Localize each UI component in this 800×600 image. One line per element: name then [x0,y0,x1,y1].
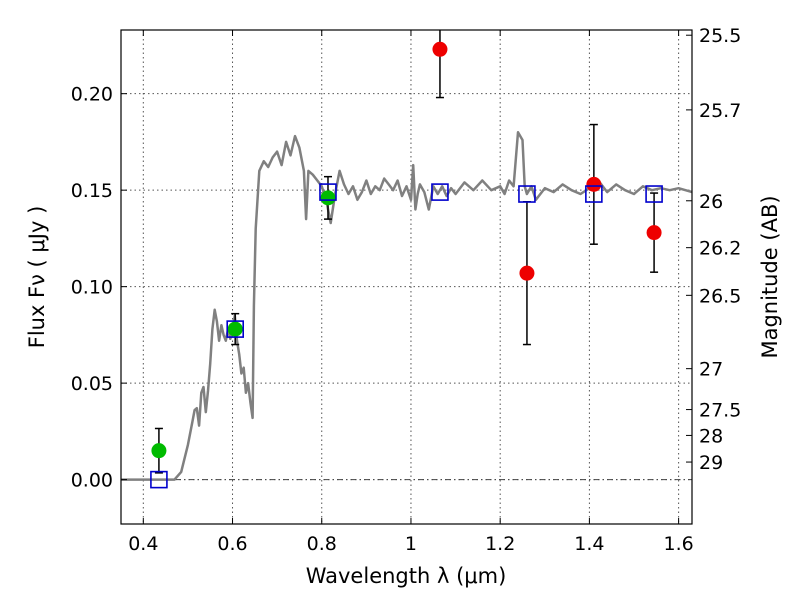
model-band-flux-marker [585,185,603,203]
y-axis-label-right: Magnitude (AB) [758,195,782,358]
magnitude-tick-label: 25.5 [699,25,741,47]
x-tick-label: 1.4 [574,533,604,555]
magnitude-tick-label: 27.5 [699,400,741,422]
y-axis-label-left: Flux Fν ( μJy ) [25,206,49,349]
x-axis-label: Wavelength λ (μm) [306,564,507,588]
red-data-point [646,225,662,241]
green-data-point [151,443,167,459]
red-data-point [519,265,535,281]
plot-area [121,30,692,489]
magnitude-tick-label: 29 [699,452,723,474]
green-data-point [227,321,243,337]
grid [121,30,692,524]
model-band-flux-marker [150,470,168,489]
magnitude-tick-label: 26.2 [699,238,741,260]
x-tick-label: 1.2 [485,533,515,555]
x-tick-label: 0.8 [307,533,337,555]
x-tick-label: 0.4 [128,533,158,555]
x-tick-label: 1.6 [664,533,694,555]
model-band-flux-marker [226,320,244,338]
ticks: 0.4 0.6 0.8 1 1.2 1.4 1.6 0.00 0.05 0.10 0.15 0.20 2… [71,25,742,555]
x-tick-label: 1 [405,533,417,555]
model-template-line [121,131,692,481]
x-tick-label: 0.6 [217,533,247,555]
axes-frame [120,29,693,525]
red-data-point [586,176,602,192]
y-tick-label: 0.15 [71,180,113,202]
model-band-flux-marker [431,183,449,201]
y-tick-label: 0.10 [71,277,113,299]
y-tick-label: 0.20 [71,84,113,106]
y-tick-label: 0.00 [71,470,113,492]
model-band-flux-marker [319,183,337,201]
model-band-flux-marker [518,185,536,203]
green-data-point [320,190,336,206]
y-tick-label: 0.05 [71,373,113,395]
magnitude-tick-label: 25.7 [699,100,741,122]
magnitude-tick-label: 26 [699,191,723,213]
magnitude-tick-label: 26.5 [699,285,741,307]
red-data-point [432,41,448,57]
model-band-flux-marker [645,185,663,203]
magnitude-tick-label: 28 [699,425,723,447]
magnitude-tick-label: 27 [699,359,723,381]
